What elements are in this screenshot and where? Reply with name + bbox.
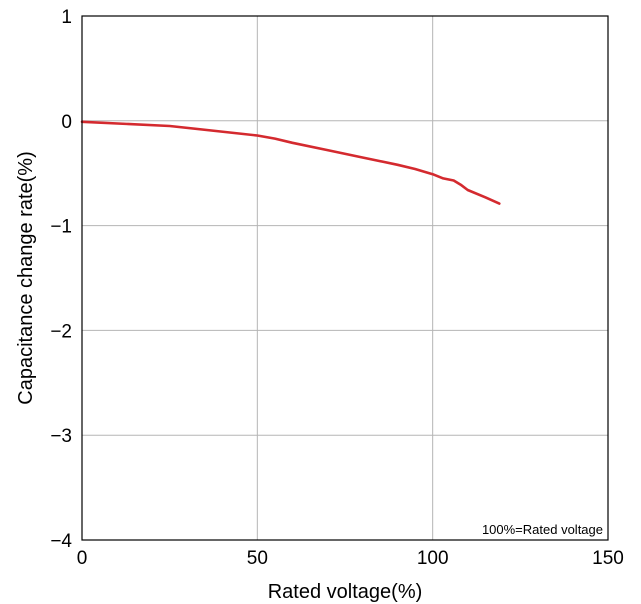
- x-axis-title: Rated voltage(%): [268, 581, 423, 603]
- y-axis-title: Capacitance change rate(%): [15, 151, 37, 404]
- x-tick-label: 50: [247, 548, 268, 569]
- series-layer: [80, 120, 501, 205]
- grid-lines: [82, 16, 608, 540]
- rated-voltage-note: 100%=Rated voltage: [482, 522, 603, 537]
- y-tick-label: −1: [50, 217, 72, 238]
- series-line: [80, 120, 501, 205]
- x-tick-label: 100: [417, 548, 449, 569]
- plot-area-frame: [81, 15, 609, 541]
- y-tick-label: −3: [50, 426, 72, 447]
- y-tick-label: 1: [61, 7, 72, 28]
- y-tick-label: −2: [50, 321, 72, 342]
- x-tick-label: 0: [77, 548, 88, 569]
- y-tick-label: −4: [50, 531, 72, 552]
- tick-labels: 0 50 100 150 1 0 −1 −2 −3 −4: [50, 7, 624, 569]
- x-tick-label: 150: [592, 548, 624, 569]
- y-tick-label: 0: [61, 112, 72, 133]
